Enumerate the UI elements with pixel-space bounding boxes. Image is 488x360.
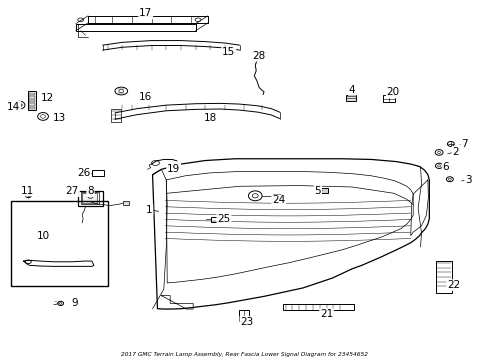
Text: 2017 GMC Terrain Lamp Assembly, Rear Fascia Lower Signal Diagram for 23454652: 2017 GMC Terrain Lamp Assembly, Rear Fas… [121,352,367,357]
Text: 21: 21 [319,309,333,319]
Text: 3: 3 [464,175,471,185]
Text: 12: 12 [41,93,55,103]
Text: 2: 2 [451,147,458,157]
Text: 5: 5 [314,185,321,195]
Text: 13: 13 [53,113,66,123]
Bar [282,304,353,310]
Text: 9: 9 [71,298,78,309]
Bar [11,201,107,287]
Bar [29,103,35,106]
Text: 26: 26 [77,168,91,178]
Bar [320,188,327,193]
Text: 23: 23 [240,317,253,327]
Text: 14: 14 [7,102,20,112]
Text: 1: 1 [145,205,152,215]
Bar [111,109,121,122]
Bar [29,93,35,95]
Text: 4: 4 [348,85,355,95]
Bar [272,194,280,198]
Text: 17: 17 [139,8,152,18]
Text: 8: 8 [87,186,94,196]
Bar [211,217,220,221]
Text: 15: 15 [222,47,235,57]
Bar [28,91,36,111]
Bar [345,95,356,101]
Bar [123,201,129,204]
Text: 25: 25 [217,215,230,224]
Text: 6: 6 [442,162,448,171]
Bar [29,96,35,99]
Bar [29,100,35,102]
Text: 28: 28 [252,51,265,61]
Bar [81,192,99,204]
Bar [435,261,451,293]
Text: 22: 22 [446,280,460,290]
Bar [238,310,249,321]
Text: 7: 7 [460,139,467,149]
Text: 16: 16 [139,93,152,102]
Text: 20: 20 [386,87,399,98]
Bar [82,193,97,203]
Bar [92,170,104,176]
Bar [78,190,102,206]
Text: 18: 18 [203,113,217,123]
Text: 24: 24 [271,195,285,206]
Text: 10: 10 [37,231,49,241]
Text: 11: 11 [21,185,35,195]
Text: 27: 27 [65,186,79,196]
Bar [29,107,35,109]
Bar [383,95,394,102]
Text: 19: 19 [166,164,180,174]
